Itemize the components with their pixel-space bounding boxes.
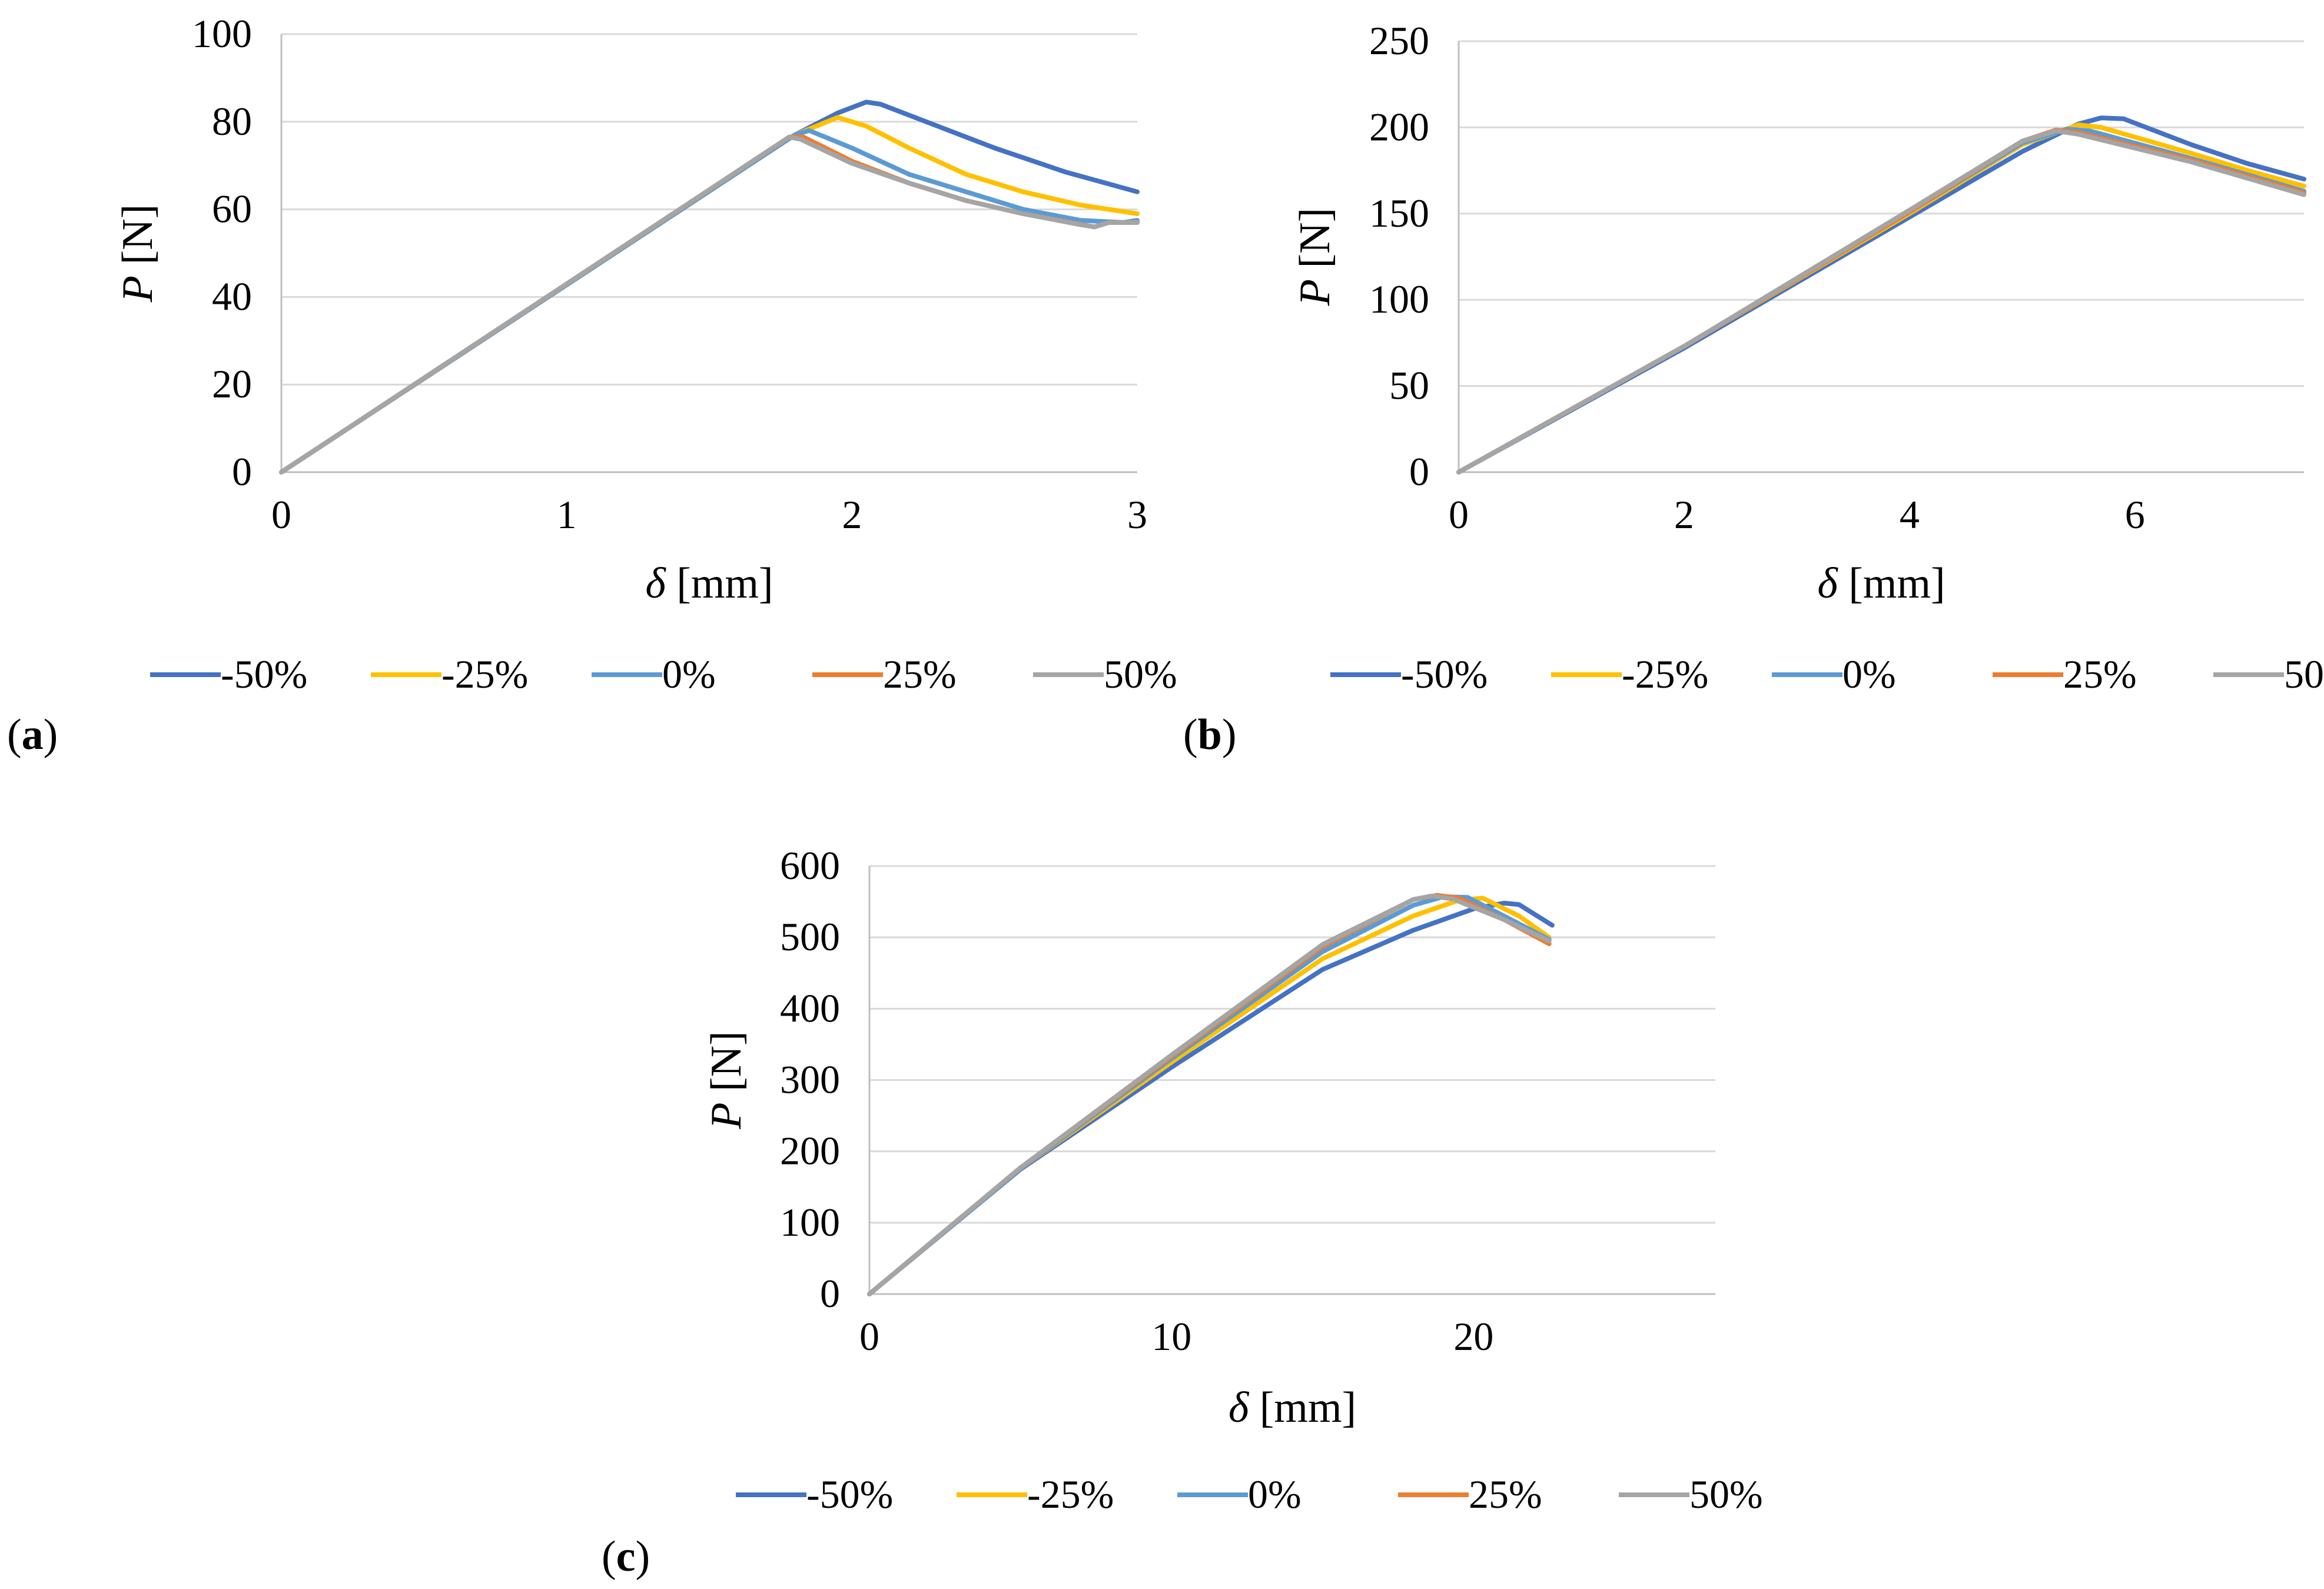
series-line-0% [867,894,1552,1296]
y-tick-label: 0 [820,1271,840,1316]
y-tick-label: 200 [780,1129,840,1173]
y-tick-label: 100 [780,1200,840,1245]
series-line--25% [867,895,1552,1296]
series-line--25% [279,115,1140,475]
x-tick-label: 0 [1449,492,1469,537]
x-axis-label: δ [mm] [1229,1384,1356,1432]
y-axis-label: P [N] [1291,208,1339,306]
series-line--50% [1456,115,2306,475]
x-tick-label: 1 [557,492,577,537]
y-axis-label: P [N] [114,204,162,303]
chart-panel-a: 0 20 40 60 80 100 0 1 2 3 δ [mm] P [N] -50% -25% 0% 25%… [7,11,1177,759]
y-tick-label: 20 [212,361,252,406]
legend-label: 50% [2284,652,2324,696]
legend-label: 0% [1842,652,1896,696]
y-tick-label: 150 [1369,191,1429,235]
legend-label: 25% [2063,652,2137,696]
x-tick-label: 2 [1674,492,1694,537]
y-tick-label: 0 [232,449,252,494]
legend-label: 0% [662,652,716,696]
y-tick-label: 200 [1369,104,1429,149]
series-line--25% [1456,122,2306,475]
x-axis-label: δ [mm] [645,559,773,608]
x-tick-label: 3 [1127,492,1147,537]
y-tick-label: 40 [212,274,252,319]
legend-label: -50% [1401,652,1488,696]
series-line-50% [1456,128,2306,475]
legend-label: -25% [441,652,528,696]
y-tick-label: 100 [1369,277,1429,321]
x-tick-label: 2 [842,492,862,537]
series-line-25% [1456,127,2306,475]
x-tick-label: 0 [271,492,291,537]
series-line-50% [867,893,1552,1296]
legend: -50% -25% 0% 25% 50% [150,652,1177,696]
x-tick-label: 20 [1453,1314,1493,1359]
y-tick-label: 600 [780,843,840,888]
series-line--50% [867,901,1555,1296]
y-tick-label: 300 [780,1057,840,1102]
legend: -50% -25% 0% 25% 50% [736,1472,1763,1517]
legend-label: 25% [1469,1472,1542,1517]
y-tick-label: 50 [1389,363,1429,408]
y-tick-label: 250 [1369,18,1429,63]
y-axis-label: P [N] [702,1031,751,1129]
y-tick-label: 0 [1409,449,1429,494]
y-tick-label: 400 [780,986,840,1030]
series-line--50% [279,99,1140,475]
panel-label: (a) [7,711,58,759]
panel-label: (b) [1183,711,1236,759]
legend-label: 50% [1689,1472,1763,1517]
legend-label: 25% [883,652,957,696]
legend-label: -50% [806,1472,893,1517]
legend-label: -25% [1622,652,1708,696]
legend: -50% -25% 0% 25% 50% [1330,652,2324,696]
legend-label: -50% [221,652,307,696]
legend-label: 0% [1248,1472,1302,1517]
chart-panel-b: 0 50 100 150 200 250 0 2 4 6 δ [mm] P [N] -50% -25% 0%… [1183,18,2324,759]
y-tick-label: 100 [192,11,252,56]
series-line-50% [279,134,1140,475]
y-tick-label: 60 [212,187,252,231]
x-tick-label: 6 [2125,492,2145,537]
x-tick-label: 0 [859,1314,879,1359]
series-line-0% [279,128,1140,475]
legend-label: 50% [1104,652,1177,696]
y-tick-label: 500 [780,914,840,959]
x-tick-label: 4 [1900,492,1920,537]
legend-label: -25% [1027,1472,1114,1517]
y-tick-label: 80 [212,99,252,144]
x-axis-label: δ [mm] [1817,559,1945,608]
panel-label: (c) [602,1532,650,1581]
series-line-25% [867,893,1552,1296]
x-tick-label: 10 [1151,1314,1191,1359]
